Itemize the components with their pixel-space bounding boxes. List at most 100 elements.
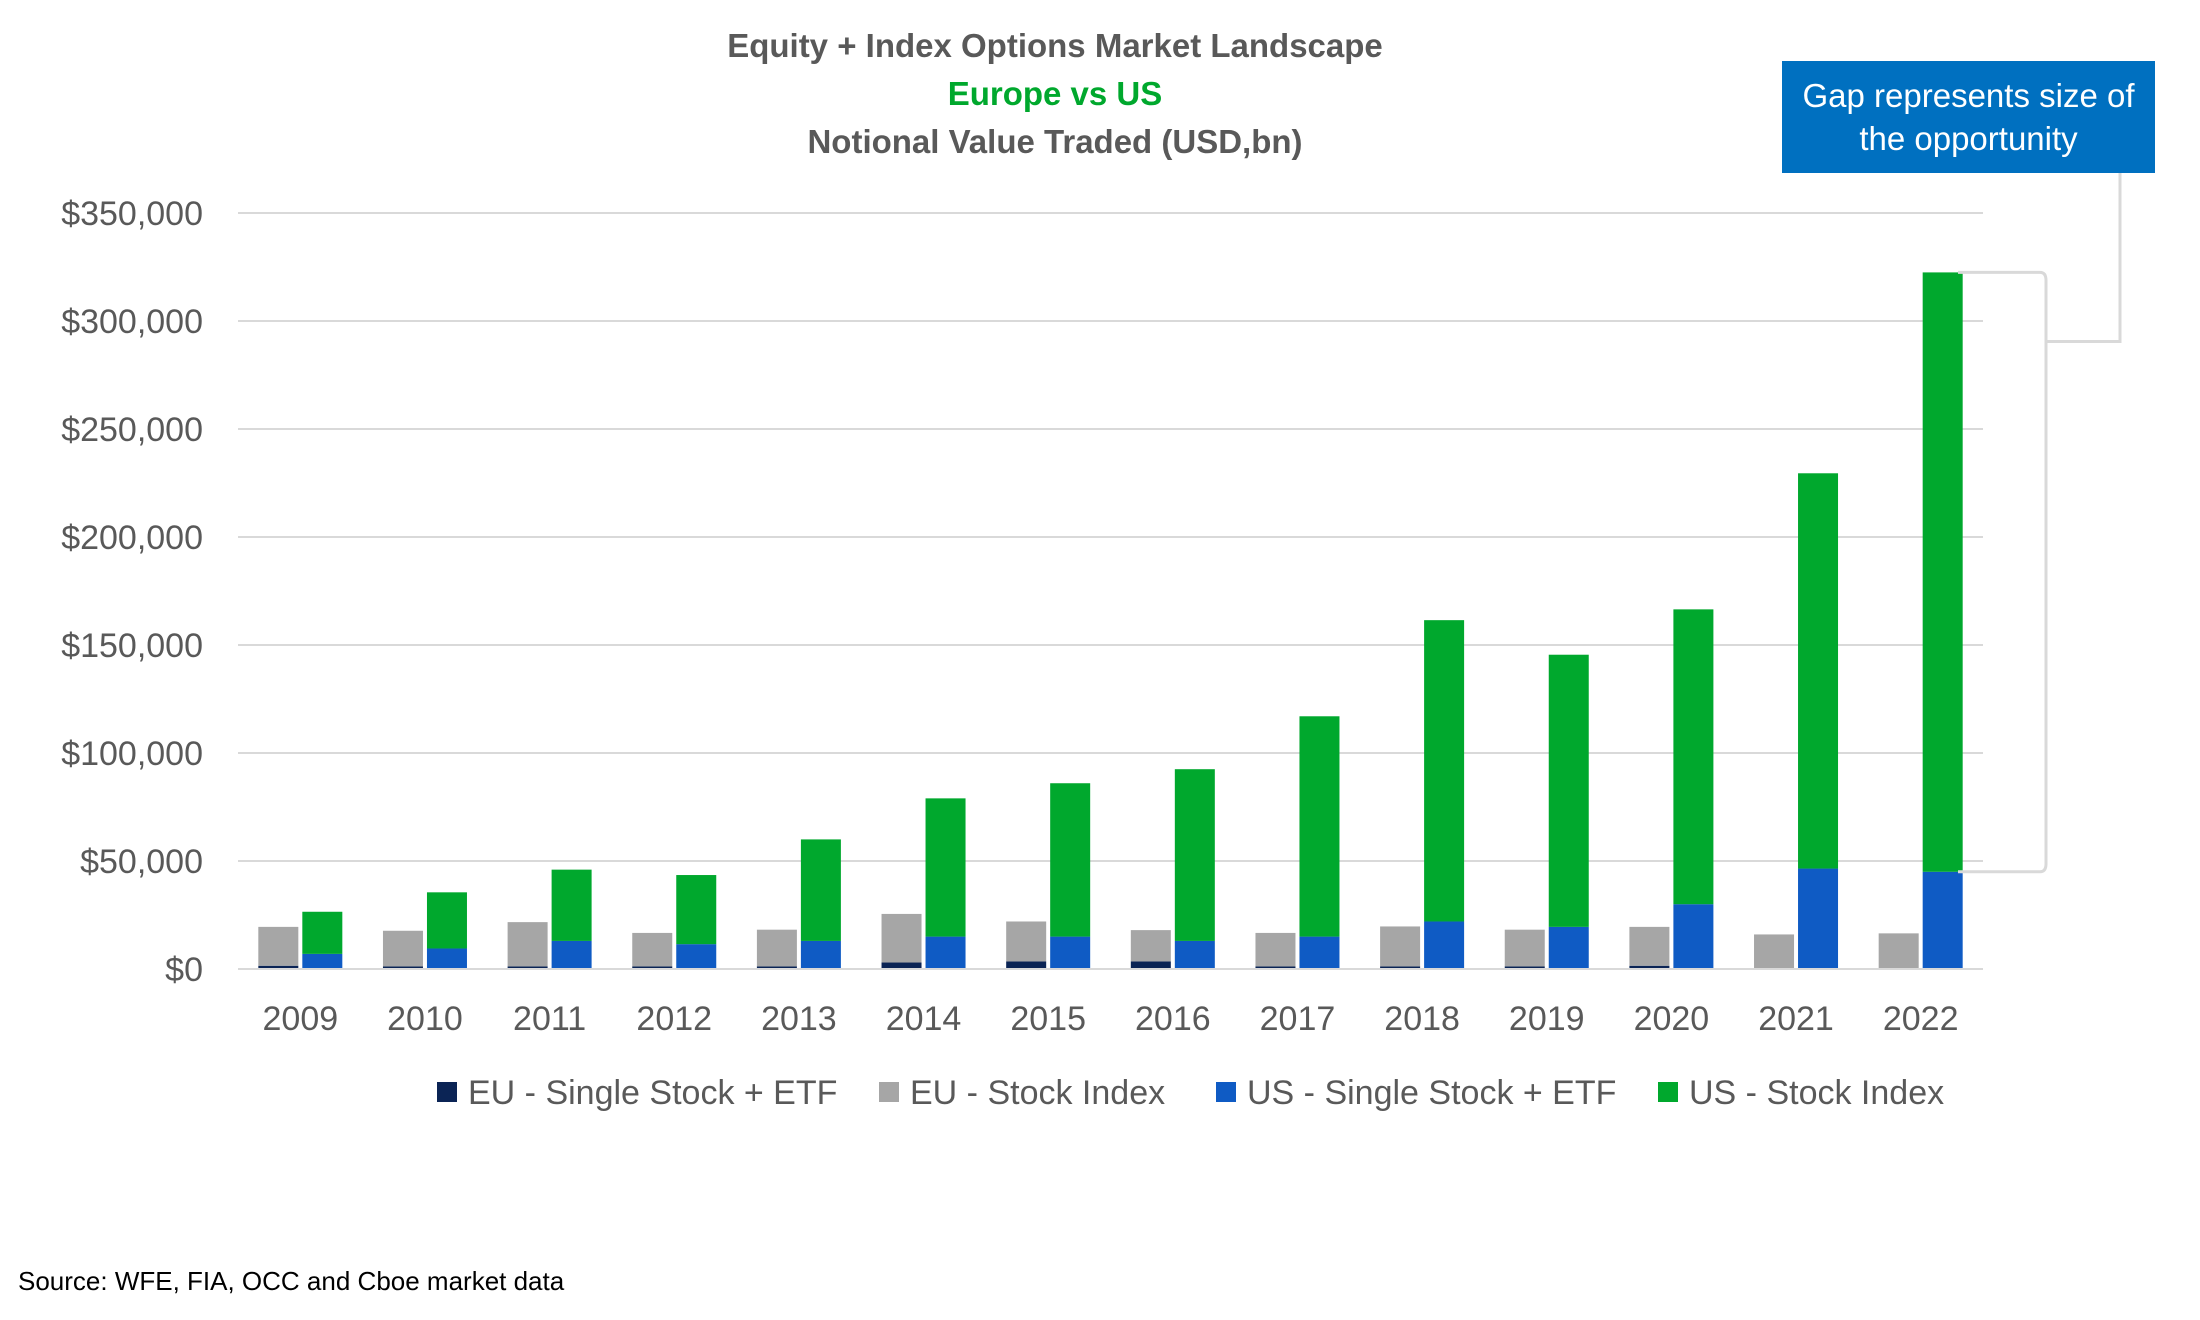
bar-eu-single-stock-etf-2013 (756, 966, 797, 969)
x-tick-label: 2011 (513, 1000, 586, 1038)
opportunity-callout-text: Gap represents size of the opportunity (1802, 77, 2135, 157)
bar-us-stock-index-2014 (925, 798, 966, 937)
bar-us-single-stock-etf-2019 (1548, 926, 1589, 969)
bar-eu-stock-index-2009 (258, 926, 299, 966)
x-tick-label: 2016 (1135, 1000, 1211, 1038)
legend-swatch (437, 1082, 457, 1102)
legend-label: US - Single Stock + ETF (1247, 1074, 1616, 1112)
bar-eu-stock-index-2014 (881, 913, 922, 963)
chart-titles: Equity + Index Options Market Landscape … (727, 27, 1383, 160)
y-tick-label: $300,000 (61, 303, 203, 341)
bar-eu-stock-index-2017 (1255, 932, 1296, 967)
bar-us-stock-index-2015 (1050, 783, 1091, 937)
callout-connector (2046, 173, 2122, 344)
gap-bracket-line (1958, 270, 2048, 874)
legend-label: EU - Stock Index (910, 1074, 1165, 1112)
x-tick-label: 2022 (1883, 1000, 1959, 1038)
bar-us-stock-index-2019 (1548, 654, 1589, 927)
bar-us-single-stock-etf-2013 (800, 940, 841, 969)
bar-us-stock-index-2011 (551, 869, 592, 941)
bar-eu-stock-index-2015 (1006, 921, 1047, 962)
bar-eu-stock-index-2011 (507, 922, 548, 967)
bar-us-stock-index-2013 (800, 839, 841, 941)
bar-eu-single-stock-etf-2018 (1380, 966, 1421, 969)
bar-us-stock-index-2021 (1798, 473, 1839, 869)
x-tick-label: 2019 (1509, 1000, 1585, 1038)
x-tick-label: 2018 (1384, 1000, 1460, 1038)
bar-us-stock-index-2010 (426, 892, 467, 949)
bar-us-single-stock-etf-2020 (1673, 904, 1714, 969)
legend-label: US - Stock Index (1689, 1074, 1944, 1112)
x-tick-label: 2015 (1010, 1000, 1086, 1038)
bar-eu-single-stock-etf-2019 (1504, 966, 1545, 969)
bar-us-stock-index-2022 (1922, 272, 1963, 872)
bar-us-stock-index-2020 (1673, 609, 1714, 905)
x-tick-label: 2013 (761, 1000, 837, 1038)
y-tick-label: $350,000 (61, 195, 203, 233)
gap-bracket (1958, 173, 2122, 874)
bar-eu-single-stock-etf-2015 (1006, 961, 1047, 969)
bar-eu-single-stock-etf-2020 (1629, 965, 1670, 969)
bar-us-single-stock-etf-2022 (1922, 871, 1963, 969)
bar-us-stock-index-2017 (1299, 716, 1340, 937)
bar-us-stock-index-2009 (302, 911, 343, 954)
gridlines (238, 212, 1983, 862)
y-tick-label: $50,000 (80, 843, 203, 881)
bar-eu-stock-index-2016 (1130, 930, 1171, 962)
bar-eu-single-stock-etf-2012 (632, 966, 673, 969)
bar-eu-single-stock-etf-2009 (258, 965, 299, 969)
chart-title: Equity + Index Options Market Landscape (727, 27, 1383, 64)
source-note: Source: WFE, FIA, OCC and Cboe market da… (18, 1266, 565, 1296)
legend: EU - Single Stock + ETF EU - Stock Index U… (437, 1074, 1944, 1112)
y-tick-label: $0 (165, 951, 203, 989)
bar-eu-stock-index-2019 (1504, 929, 1545, 967)
bar-us-single-stock-etf-2012 (676, 944, 717, 969)
bar-us-single-stock-etf-2017 (1299, 936, 1340, 969)
bars (258, 272, 1963, 969)
opportunity-callout: Gap represents size of the opportunity (1782, 61, 2155, 173)
x-axis: 2009 2010 2011 2012 2013 2014 2015 2016 2017 2018… (263, 1000, 1959, 1038)
bar-us-single-stock-etf-2021 (1798, 868, 1839, 969)
x-tick-label: 2020 (1634, 1000, 1710, 1038)
y-tick-label: $200,000 (61, 519, 203, 557)
x-tick-label: 2009 (263, 1000, 339, 1038)
x-tick-label: 2012 (636, 1000, 712, 1038)
bar-us-single-stock-etf-2014 (925, 936, 966, 969)
bar-eu-stock-index-2010 (382, 930, 423, 967)
bar-us-single-stock-etf-2015 (1050, 936, 1091, 969)
legend-swatch (1658, 1082, 1678, 1102)
bar-us-single-stock-etf-2009 (302, 953, 343, 969)
bar-eu-stock-index-2020 (1629, 926, 1670, 966)
bar-us-single-stock-etf-2010 (426, 948, 467, 969)
bar-us-single-stock-etf-2011 (551, 940, 592, 969)
x-tick-label: 2021 (1758, 1000, 1834, 1038)
bar-eu-stock-index-2021 (1754, 934, 1795, 969)
bar-eu-stock-index-2013 (756, 929, 797, 967)
bar-eu-single-stock-etf-2017 (1255, 966, 1296, 969)
bar-us-stock-index-2016 (1174, 769, 1215, 941)
chart-subtitle-2: Notional Value Traded (USD,bn) (807, 123, 1302, 160)
legend-swatch (879, 1082, 899, 1102)
y-tick-label: $150,000 (61, 627, 203, 665)
y-tick-label: $100,000 (61, 735, 203, 773)
x-tick-label: 2014 (886, 1000, 962, 1038)
legend-swatch (1216, 1082, 1236, 1102)
x-tick-label: 2017 (1260, 1000, 1336, 1038)
bar-eu-single-stock-etf-2016 (1130, 961, 1171, 969)
y-axis: $0 $50,000 $100,000 $150,000 $200,000 $250,00… (61, 195, 203, 989)
bar-eu-stock-index-2022 (1878, 933, 1919, 969)
y-tick-label: $250,000 (61, 411, 203, 449)
bar-eu-single-stock-etf-2010 (382, 966, 423, 969)
bar-eu-stock-index-2018 (1380, 926, 1421, 967)
bar-us-single-stock-etf-2018 (1424, 921, 1465, 969)
bar-us-single-stock-etf-2016 (1174, 940, 1215, 969)
legend-label: EU - Single Stock + ETF (468, 1074, 837, 1112)
bar-eu-stock-index-2012 (632, 932, 673, 967)
chart-subtitle: Europe vs US (948, 75, 1163, 112)
x-tick-label: 2010 (387, 1000, 463, 1038)
bar-us-stock-index-2018 (1424, 620, 1465, 922)
bar-eu-single-stock-etf-2011 (507, 966, 548, 969)
bar-us-stock-index-2012 (676, 875, 717, 945)
bar-eu-single-stock-etf-2014 (881, 962, 922, 969)
